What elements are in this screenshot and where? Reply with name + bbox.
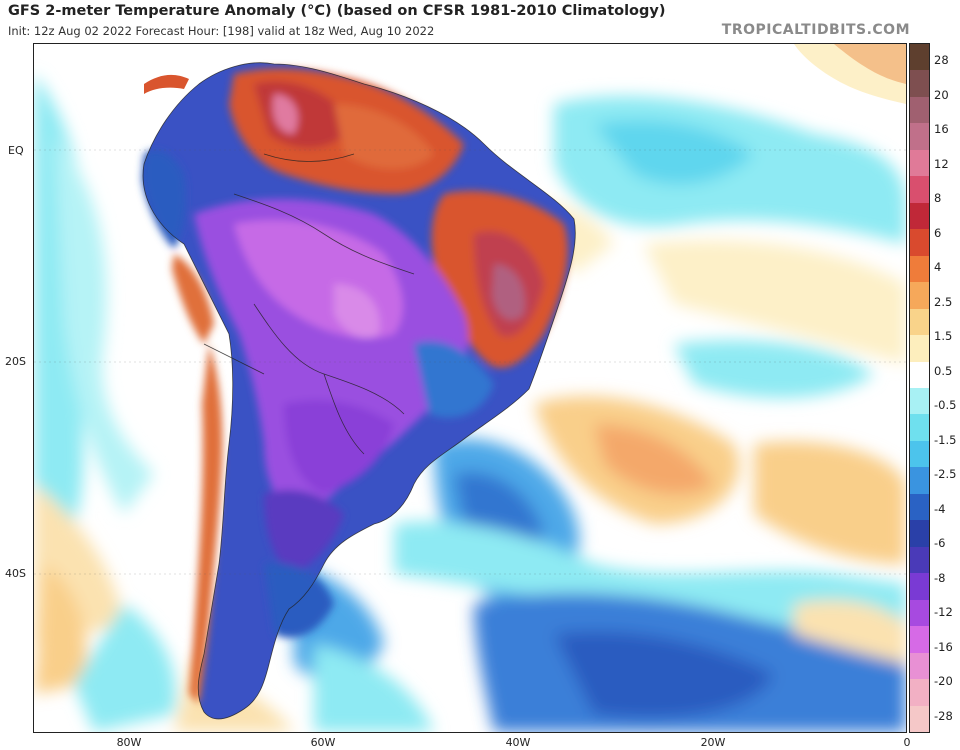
colorbar-tick-label: -16 xyxy=(934,639,953,654)
lon-label-60w: 60W xyxy=(310,736,336,749)
colorbar-segment xyxy=(910,705,929,733)
site-brand: TROPICALTIDBITS.COM xyxy=(721,22,910,38)
colorbar-tick-label: -28 xyxy=(934,709,953,723)
colorbar-tick-label: 12 xyxy=(934,156,949,171)
colorbar-segment xyxy=(910,176,929,204)
colorbar-segment xyxy=(910,414,929,442)
colorbar-segment xyxy=(910,255,929,283)
colorbar-segment xyxy=(910,626,929,654)
anomaly-map xyxy=(33,43,907,733)
colorbar-segment xyxy=(910,493,929,521)
colorbar-segment xyxy=(910,361,929,389)
map-canvas xyxy=(34,44,906,732)
colorbar-tick-label: -0.5 xyxy=(934,398,957,413)
forecast-info: Init: 12z Aug 02 2022 Forecast Hour: [19… xyxy=(8,24,435,38)
colorbar-segment xyxy=(910,123,929,151)
lon-label-40w: 40W xyxy=(505,736,531,749)
lat-label-eq: EQ xyxy=(8,144,24,157)
lat-label-20s: 20S xyxy=(5,355,26,368)
colorbar-tick-label: 4 xyxy=(934,260,942,275)
colorbar-tick-label: -12 xyxy=(934,605,953,620)
colorbar-segment xyxy=(910,202,929,230)
colorbar-segment xyxy=(910,599,929,627)
ocean-anomalies xyxy=(34,74,906,732)
colorbar xyxy=(909,43,930,733)
colorbar-tick-label: -20 xyxy=(934,674,953,689)
colorbar-segment xyxy=(910,149,929,177)
colorbar-segment xyxy=(910,308,929,336)
colorbar-segment xyxy=(910,229,929,257)
colorbar-segment xyxy=(910,44,929,71)
colorbar-tick-label: 20 xyxy=(934,87,949,102)
colorbar-tick-label: -1.5 xyxy=(934,432,957,447)
colorbar-segment xyxy=(910,282,929,310)
colorbar-tick-label: 28 xyxy=(934,53,949,67)
colorbar-segment xyxy=(910,520,929,548)
colorbar-tick-label: 6 xyxy=(934,225,942,240)
lon-label-0: 0 xyxy=(903,736,911,749)
lon-label-20w: 20W xyxy=(700,736,726,749)
colorbar-segment xyxy=(910,388,929,415)
colorbar-segment xyxy=(910,546,929,574)
colorbar-tick-label: 0.5 xyxy=(934,363,953,378)
colorbar-segment xyxy=(910,467,929,495)
colorbar-segment xyxy=(910,96,929,124)
lon-label-80w: 80W xyxy=(116,736,142,749)
colorbar-tick-label: -6 xyxy=(934,536,946,551)
colorbar-segment xyxy=(910,440,929,468)
colorbar-tick-label: -8 xyxy=(934,570,946,585)
south-america xyxy=(142,44,906,720)
colorbar-segment xyxy=(910,70,929,98)
colorbar-tick-label: 8 xyxy=(934,191,942,206)
colorbar-segment xyxy=(910,573,929,601)
colorbar-segment xyxy=(910,652,929,680)
colorbar-segment xyxy=(910,679,929,707)
colorbar-tick-label: 16 xyxy=(934,122,949,137)
colorbar-segment xyxy=(910,335,929,363)
colorbar-tick-label: 2.5 xyxy=(934,294,953,309)
colorbar-tick-label: 1.5 xyxy=(934,329,953,344)
colorbar-tick-label: -4 xyxy=(934,501,946,516)
colorbar-tick-label: -2.5 xyxy=(934,467,957,482)
lat-label-40s: 40S xyxy=(5,567,26,580)
graticule xyxy=(34,149,906,575)
map-title: GFS 2-meter Temperature Anomaly (°C) (ba… xyxy=(8,3,666,19)
